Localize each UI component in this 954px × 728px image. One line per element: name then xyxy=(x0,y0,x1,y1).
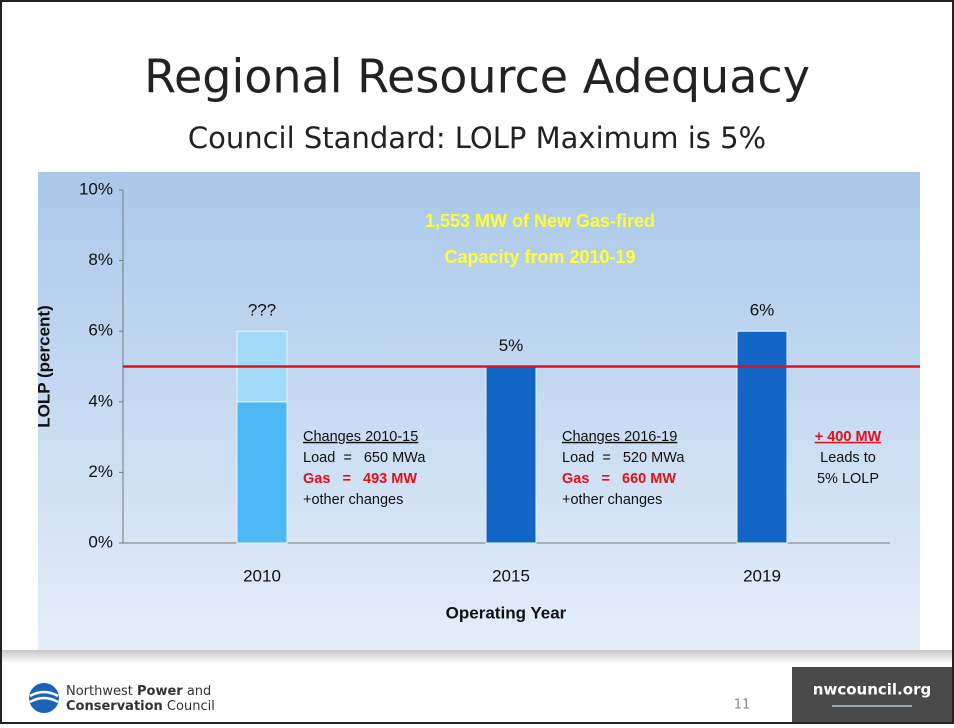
y-tick-label: 2% xyxy=(88,462,113,481)
note-heading: Changes 2010-15 xyxy=(303,429,418,445)
note-heading: + 400 MW xyxy=(815,429,882,445)
y-tick-label: 4% xyxy=(88,391,113,410)
subtitle: Council Standard: LOLP Maximum is 5% xyxy=(188,121,766,155)
page-number: 11 xyxy=(734,698,751,713)
bar-label: ??? xyxy=(248,301,276,320)
note-line: Gas = 660 MW xyxy=(562,471,676,487)
x-tick-label: 2010 xyxy=(243,566,281,585)
y-axis-label: LOLP (percent) xyxy=(34,305,53,427)
y-tick-label: 8% xyxy=(88,250,113,269)
bar xyxy=(485,366,537,544)
org-line: Conservation Council xyxy=(66,699,215,714)
y-tick-label: 6% xyxy=(88,321,113,340)
note-line: 5% LOLP xyxy=(817,471,879,487)
note-line: Load = 520 MWa xyxy=(562,450,685,466)
bar xyxy=(236,401,288,544)
headline: Capacity from 2010-19 xyxy=(444,247,635,267)
chart-area xyxy=(38,172,920,650)
logo xyxy=(29,683,59,713)
note-line: Leads to xyxy=(820,450,876,466)
band xyxy=(2,650,952,664)
bar-label: 5% xyxy=(499,336,524,355)
note-heading: Changes 2016-19 xyxy=(562,429,677,445)
note-line: Load = 650 MWa xyxy=(303,450,426,466)
y-tick-label: 0% xyxy=(88,532,113,551)
y-tick-label: 10% xyxy=(79,179,113,198)
title: Regional Resource Adequacy xyxy=(144,50,810,104)
org-line: Northwest Power and xyxy=(66,684,211,699)
headline: 1,553 MW of New Gas-fired xyxy=(425,211,655,231)
x-tick-label: 2019 xyxy=(743,566,781,585)
x-tick-label: 2015 xyxy=(492,566,530,585)
note-line: +other changes xyxy=(303,492,403,508)
note-line: Gas = 493 MW xyxy=(303,471,417,487)
note-line: +other changes xyxy=(562,492,662,508)
bar xyxy=(736,330,788,544)
x-axis-label: Operating Year xyxy=(446,603,567,622)
website: nwcouncil.org xyxy=(813,681,931,699)
bar-label: 6% xyxy=(750,301,775,320)
website-box xyxy=(792,667,952,722)
